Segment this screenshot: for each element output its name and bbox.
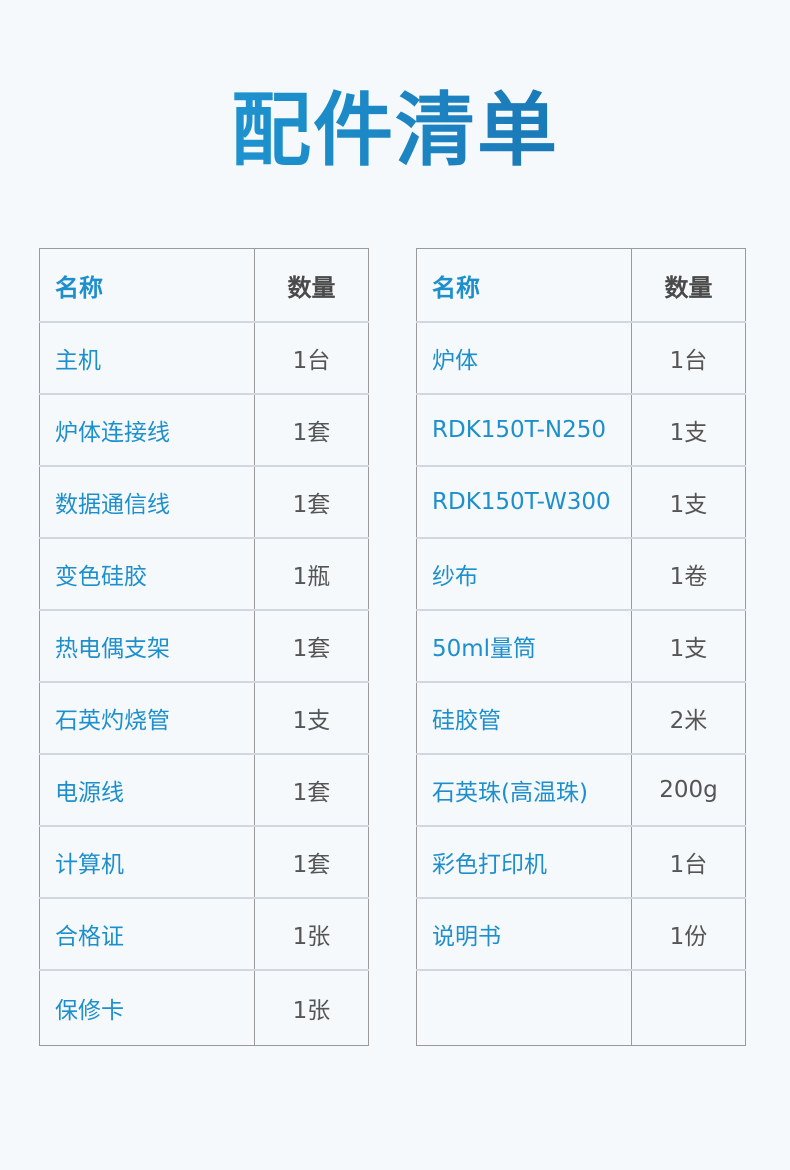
page-title: 配件清单 — [0, 80, 790, 180]
table-row: 主机 1台 — [39, 321, 369, 394]
item-qty: 1套 — [254, 825, 369, 898]
item-name: 彩色打印机 — [416, 825, 632, 898]
item-qty: 1支 — [631, 393, 746, 466]
table-row: 炉体连接线 1套 — [39, 393, 369, 466]
header-row: 名称 数量 — [416, 248, 746, 322]
header-name: 名称 — [416, 248, 632, 322]
table-row: 炉体 1台 — [416, 321, 746, 394]
header-qty: 数量 — [664, 273, 713, 302]
item-name: 石英灼烧管 — [39, 681, 255, 754]
table-row: 合格证 1张 — [39, 897, 369, 970]
item-qty: 1支 — [254, 681, 369, 754]
item-name: 纱布 — [416, 537, 632, 610]
item-qty — [631, 969, 746, 1046]
table-row: 石英灼烧管 1支 — [39, 681, 369, 754]
table-row: 数据通信线 1套 — [39, 465, 369, 538]
item-name: 变色硅胶 — [39, 537, 255, 610]
item-name: 炉体 — [416, 321, 632, 394]
table-row: 50ml量筒 1支 — [416, 609, 746, 682]
item-name: 石英珠(高温珠) — [416, 753, 632, 826]
item-name: 热电偶支架 — [39, 609, 255, 682]
item-name: 数据通信线 — [39, 465, 255, 538]
table-row: 计算机 1套 — [39, 825, 369, 898]
item-name: 保修卡 — [39, 969, 255, 1046]
item-qty: 1张 — [254, 969, 369, 1046]
table-row: 热电偶支架 1套 — [39, 609, 369, 682]
accessory-table-left: 名称 数量 主机 1台 炉体连接线 1套 数据通信线 1套 变色硅胶 1瓶 热电偶支架 1套 石英灼烧管… — [39, 248, 369, 1046]
table-row — [416, 969, 746, 1046]
item-qty: 1台 — [254, 321, 369, 394]
item-qty: 1台 — [631, 321, 746, 394]
item-name: 计算机 — [39, 825, 255, 898]
table-row: 纱布 1卷 — [416, 537, 746, 610]
table-row: 保修卡 1张 — [39, 969, 369, 1046]
table-row: 电源线 1套 — [39, 753, 369, 826]
table-row: 彩色打印机 1台 — [416, 825, 746, 898]
item-qty: 1套 — [254, 393, 369, 466]
item-qty: 1支 — [631, 609, 746, 682]
header-qty: 数量 — [287, 273, 336, 302]
item-name: 合格证 — [39, 897, 255, 970]
item-name: 硅胶管 — [416, 681, 632, 754]
table-row: RDK150T-W300 1支 — [416, 465, 746, 538]
item-name: 电源线 — [39, 753, 255, 826]
item-qty: 1套 — [254, 753, 369, 826]
item-name — [416, 969, 632, 1046]
item-name: 50ml量筒 — [416, 609, 632, 682]
item-name: 炉体连接线 — [39, 393, 255, 466]
item-qty: 1套 — [254, 465, 369, 538]
item-name: 说明书 — [416, 897, 632, 970]
item-name: RDK150T-W300 — [416, 465, 632, 538]
item-name: 主机 — [39, 321, 255, 394]
item-qty: 1卷 — [631, 537, 746, 610]
table-row: 硅胶管 2米 — [416, 681, 746, 754]
item-qty: 1套 — [254, 609, 369, 682]
table-row: 石英珠(高温珠) 200g — [416, 753, 746, 826]
item-qty: 1瓶 — [254, 537, 369, 610]
accessory-table-right: 名称 数量 炉体 1台 RDK150T-N250 1支 RDK150T-W300 1支 纱布 1卷… — [416, 248, 746, 1046]
item-name: RDK150T-N250 — [416, 393, 632, 466]
header-row: 名称 数量 — [39, 248, 369, 322]
item-qty: 2米 — [631, 681, 746, 754]
header-name: 名称 — [39, 248, 255, 322]
item-qty: 1台 — [631, 825, 746, 898]
item-qty: 200g — [631, 753, 746, 826]
table-row: RDK150T-N250 1支 — [416, 393, 746, 466]
table-row: 变色硅胶 1瓶 — [39, 537, 369, 610]
table-row: 说明书 1份 — [416, 897, 746, 970]
item-qty: 1张 — [254, 897, 369, 970]
item-qty: 1份 — [631, 897, 746, 970]
item-qty: 1支 — [631, 465, 746, 538]
